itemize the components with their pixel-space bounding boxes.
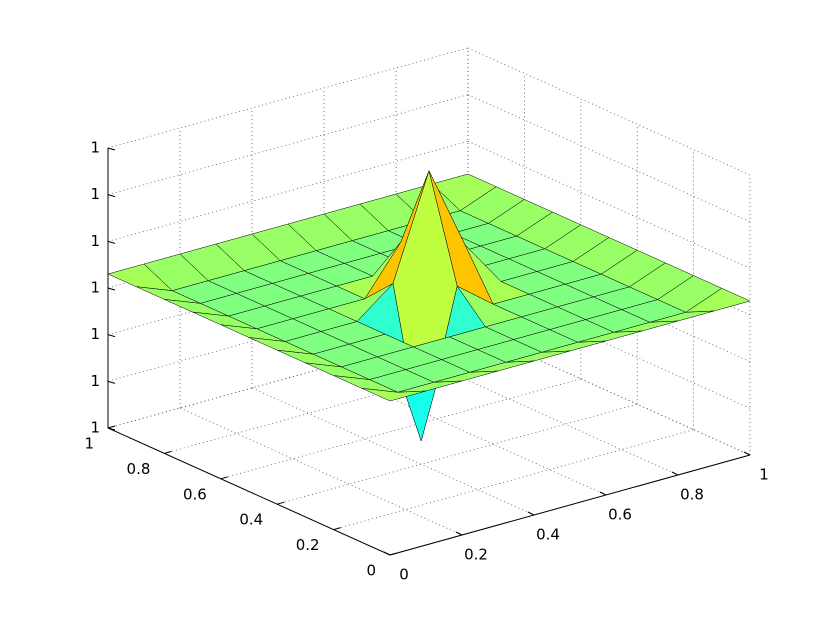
grid-line <box>107 94 469 196</box>
x-tick <box>455 531 463 536</box>
y-tick-label: 0 <box>366 562 376 580</box>
z-tick <box>107 334 116 338</box>
y-tick-label: 0.4 <box>239 511 263 529</box>
x-tick <box>671 471 679 476</box>
y-tick <box>220 476 228 480</box>
y-tick <box>277 501 285 505</box>
grid-line <box>333 429 694 530</box>
z-tick <box>107 427 116 431</box>
x-tick <box>527 511 535 516</box>
z-tick <box>107 287 116 291</box>
z-tick <box>107 194 116 198</box>
x-tick <box>599 491 607 496</box>
z-tick-label: 1 <box>90 185 100 203</box>
z-tick-label: 1 <box>90 279 100 297</box>
y-tick <box>333 527 341 531</box>
x-tick-label: 0.4 <box>536 526 560 544</box>
y-axis <box>107 427 391 556</box>
z-tick <box>107 380 116 384</box>
surface-patch <box>361 388 427 402</box>
grid-line <box>467 47 751 176</box>
x-tick-label: 0.6 <box>608 506 632 524</box>
x-tick <box>743 451 751 456</box>
y-tick <box>389 552 398 556</box>
y-tick-label: 1 <box>84 435 94 453</box>
x-axis <box>389 454 751 556</box>
z-tick <box>107 240 116 244</box>
y-tick <box>164 450 172 454</box>
z-tick-label: 1 <box>90 232 100 250</box>
y-tick-label: 0.6 <box>183 485 207 503</box>
x-tick-label: 1 <box>759 466 769 484</box>
y-tick <box>107 425 116 429</box>
z-tick-label: 1 <box>90 372 100 390</box>
grid-line <box>107 47 469 149</box>
grid-line <box>277 403 638 505</box>
z-tick-label: 1 <box>90 139 100 157</box>
x-tick-label: 0 <box>399 566 409 584</box>
z-tick <box>107 147 116 151</box>
y-tick-label: 0.2 <box>296 536 320 554</box>
grid-line <box>251 387 535 516</box>
x-tick <box>383 551 391 556</box>
z-tick-label: 1 <box>90 419 100 437</box>
x-tick-label: 0.8 <box>680 486 704 504</box>
z-tick-label: 1 <box>90 325 100 343</box>
y-tick-label: 0.8 <box>127 460 151 478</box>
x-tick-label: 0.2 <box>464 546 488 564</box>
